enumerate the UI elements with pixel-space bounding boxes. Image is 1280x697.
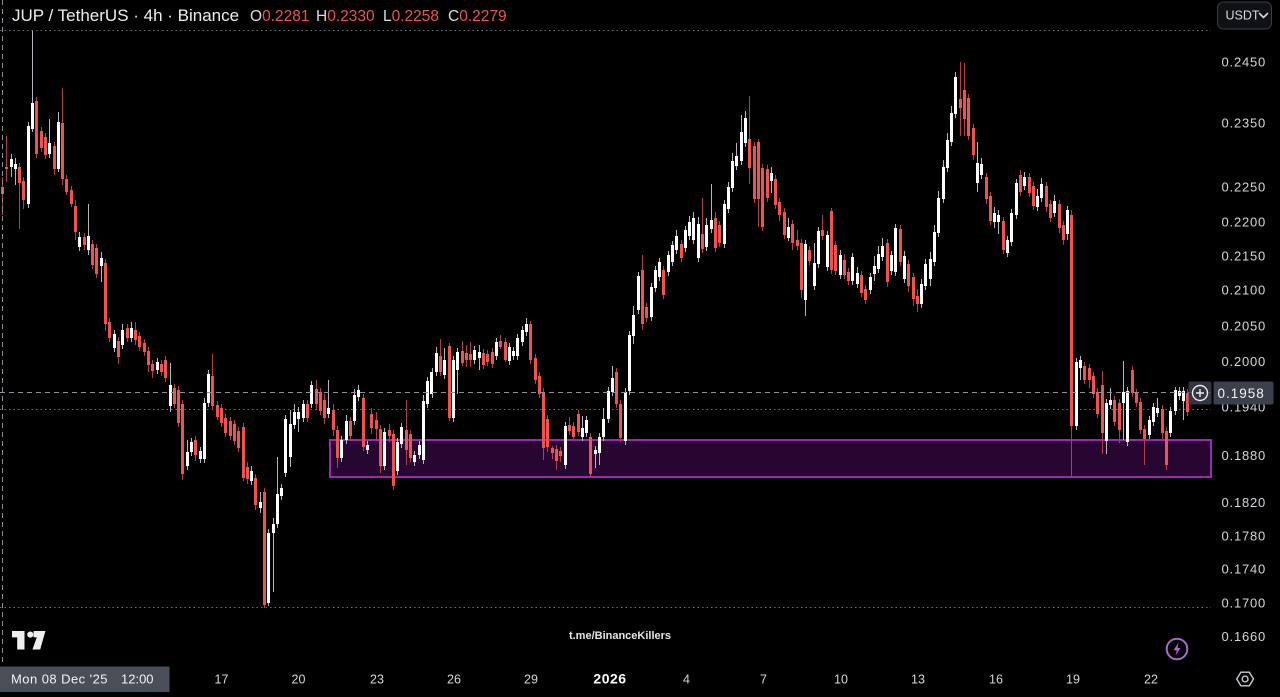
svg-text:29: 29	[524, 673, 538, 687]
svg-text:22: 22	[1144, 673, 1158, 687]
svg-text:USDT: USDT	[1226, 9, 1260, 23]
svg-text:13: 13	[911, 673, 925, 687]
svg-text:L0.2258: L0.2258	[383, 8, 439, 25]
svg-text:H0.2330: H0.2330	[316, 8, 375, 25]
svg-text:0.1820: 0.1820	[1222, 495, 1267, 510]
svg-text:0.2000: 0.2000	[1222, 354, 1267, 369]
svg-text:16: 16	[989, 673, 1003, 687]
svg-text:t.me/BinanceKillers: t.me/BinanceKillers	[569, 630, 671, 642]
svg-text:JUP / TetherUS · 4h · Binance: JUP / TetherUS · 4h · Binance	[12, 6, 239, 25]
svg-text:4: 4	[683, 673, 690, 687]
svg-text:0.1780: 0.1780	[1222, 529, 1267, 544]
svg-text:0.2250: 0.2250	[1222, 180, 1267, 195]
svg-text:O0.2281: O0.2281	[250, 8, 309, 25]
svg-text:2026: 2026	[593, 671, 626, 687]
svg-text:Mon 08 Dec '25: Mon 08 Dec '25	[11, 672, 108, 687]
svg-text:0.2350: 0.2350	[1222, 116, 1267, 131]
svg-text:19: 19	[1066, 673, 1080, 687]
svg-text:10: 10	[834, 673, 848, 687]
svg-text:23: 23	[370, 673, 384, 687]
svg-text:0.1660: 0.1660	[1222, 629, 1267, 644]
svg-text:0.1880: 0.1880	[1222, 448, 1267, 463]
svg-text:7: 7	[760, 673, 767, 687]
svg-text:0.1958: 0.1958	[1218, 386, 1265, 401]
svg-text:C0.2279: C0.2279	[448, 8, 507, 25]
svg-text:17: 17	[215, 673, 229, 687]
svg-text:26: 26	[447, 673, 461, 687]
svg-text:0.2450: 0.2450	[1222, 55, 1267, 70]
svg-text:0.1740: 0.1740	[1222, 561, 1267, 576]
svg-text:20: 20	[292, 673, 306, 687]
svg-text:0.2100: 0.2100	[1222, 283, 1267, 298]
svg-text:0.1700: 0.1700	[1222, 596, 1267, 611]
svg-text:0.2200: 0.2200	[1222, 214, 1267, 229]
svg-text:12:00: 12:00	[121, 672, 154, 687]
svg-text:0.2150: 0.2150	[1222, 248, 1267, 263]
svg-text:0.2050: 0.2050	[1222, 318, 1267, 333]
